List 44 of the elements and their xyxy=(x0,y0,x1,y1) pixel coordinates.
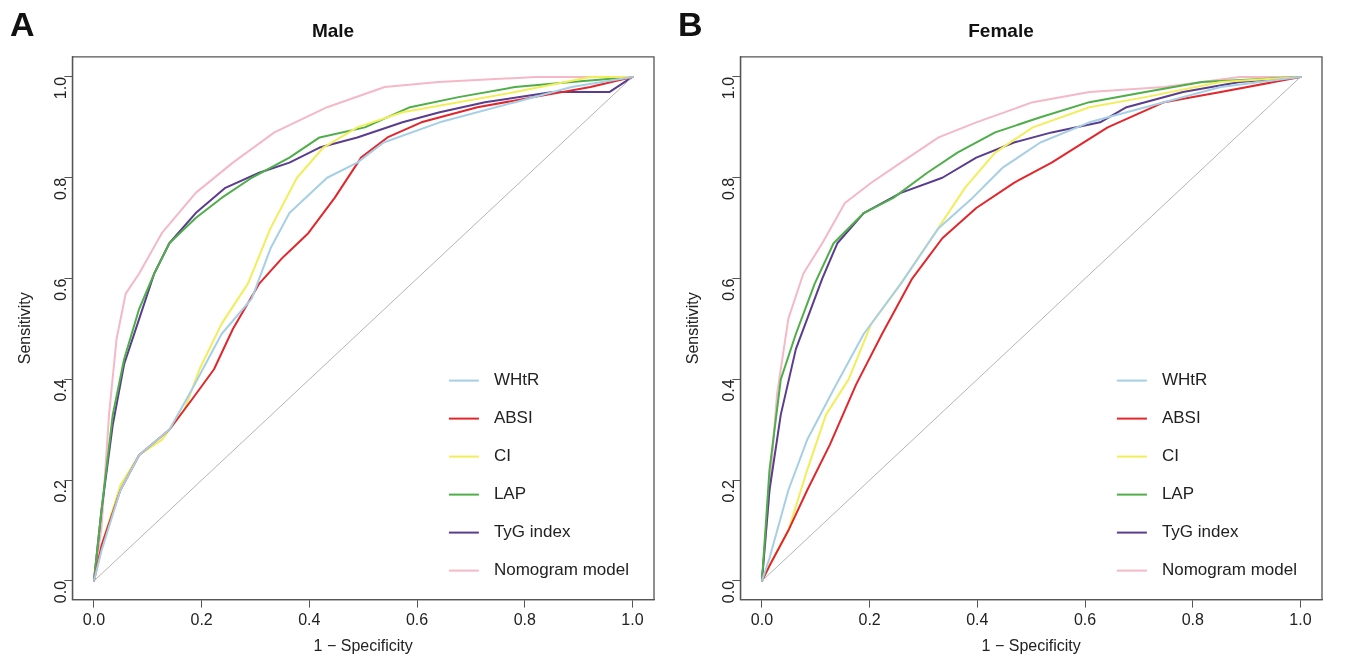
y-tick-label: 0.0 xyxy=(51,580,69,604)
legend-label: CI xyxy=(493,446,511,466)
x-tick-label: 0.2 xyxy=(190,610,213,628)
y-axis-title: Sensitivity xyxy=(684,292,702,365)
text: A xyxy=(10,5,35,44)
legend-label: Nomogram model xyxy=(1161,560,1298,580)
legend-label: LAP xyxy=(1161,484,1195,504)
x-tick-label: 0.2 xyxy=(858,610,881,628)
legend-label: ABSI xyxy=(493,408,533,428)
legend-label: LAP xyxy=(493,484,527,504)
y-tick-label: 0.8 xyxy=(719,177,737,201)
x-tick-label: 1.0 xyxy=(621,610,644,628)
legend-label: TyG index xyxy=(493,522,571,542)
y-tick-label: 0.4 xyxy=(719,379,737,402)
y-tick-label: 0.6 xyxy=(51,278,69,301)
legend-label: CI xyxy=(1161,446,1179,466)
y-tick-label: 0.6 xyxy=(719,278,737,301)
x-tick-label: 0.6 xyxy=(405,610,429,628)
legend-label: Nomogram model xyxy=(493,560,630,580)
x-tick-label: 0.8 xyxy=(1181,610,1204,628)
x-tick-label: 0.8 xyxy=(513,610,536,628)
text: B xyxy=(678,5,703,44)
x-tick-label: 0.0 xyxy=(750,610,774,628)
y-tick-label: 0.0 xyxy=(719,580,737,604)
x-tick-label: 0.0 xyxy=(82,610,106,628)
legend-label: WHtR xyxy=(1161,370,1208,390)
y-tick-label: 0.2 xyxy=(719,480,737,503)
legend-label: TyG index xyxy=(1161,522,1239,542)
x-tick-label: 0.4 xyxy=(966,610,989,628)
x-tick-label: 0.6 xyxy=(1073,610,1097,628)
legend-label: ABSI xyxy=(1161,408,1201,428)
legend-label: WHtR xyxy=(493,370,540,390)
x-axis-title: 1 − Specificity xyxy=(313,636,413,654)
x-tick-label: 1.0 xyxy=(1289,610,1312,628)
y-tick-label: 0.2 xyxy=(51,480,69,503)
chart-title: Female xyxy=(968,19,1034,41)
y-tick-label: 0.4 xyxy=(51,379,69,402)
y-tick-label: 1.0 xyxy=(51,76,69,100)
x-axis-title: 1 − Specificity xyxy=(981,636,1081,654)
chart-title: Male xyxy=(311,19,355,41)
y-axis-title: Sensitivity xyxy=(16,292,34,365)
y-tick-label: 1.0 xyxy=(719,76,737,100)
x-tick-label: 0.4 xyxy=(298,610,321,628)
y-tick-label: 0.8 xyxy=(51,177,69,201)
